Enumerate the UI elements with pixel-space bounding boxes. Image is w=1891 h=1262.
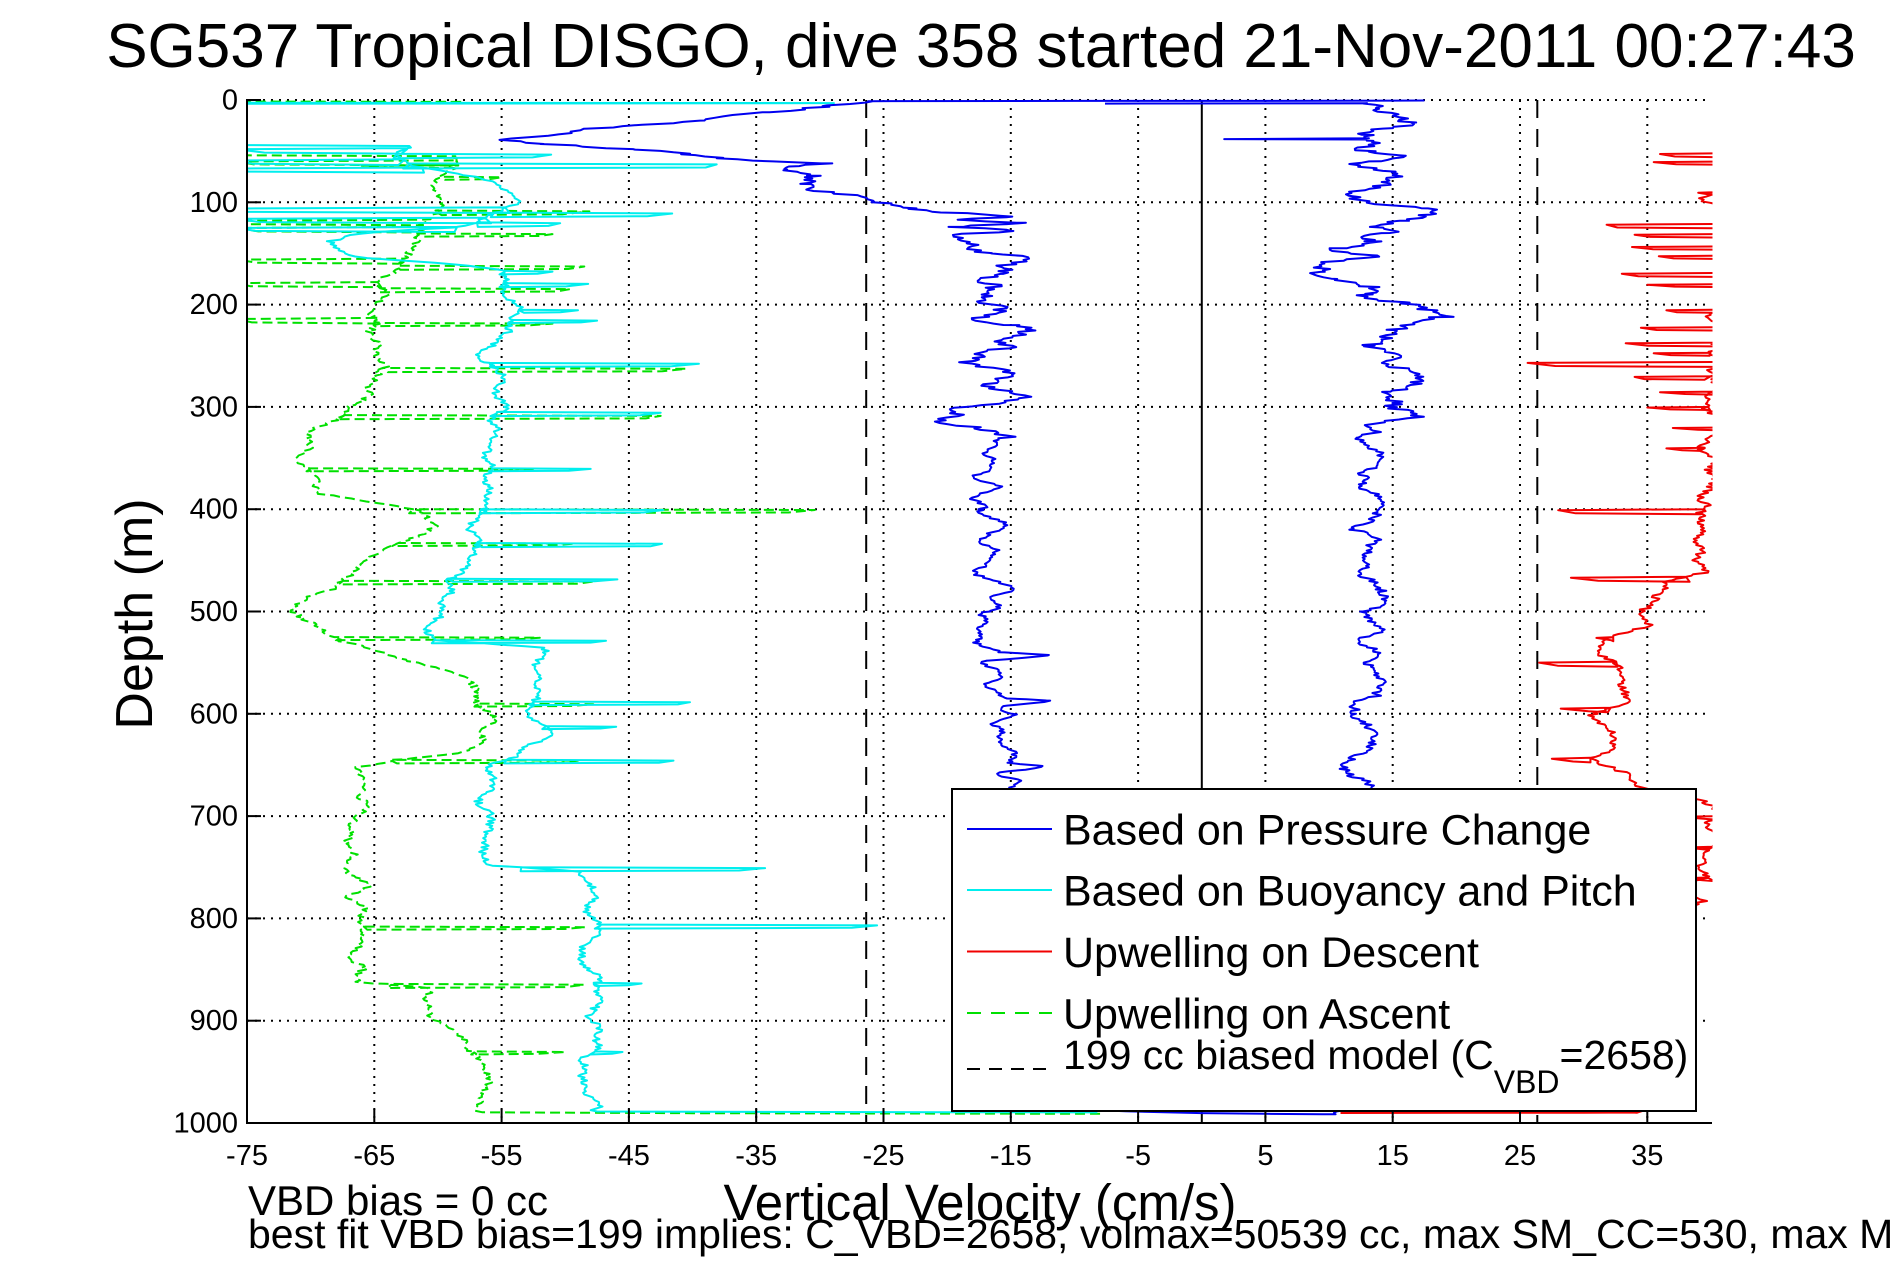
svg-text:100: 100 [190, 187, 238, 219]
svg-text:600: 600 [190, 698, 238, 730]
svg-text:Upwelling on Descent: Upwelling on Descent [1063, 929, 1479, 977]
svg-text:200: 200 [190, 289, 238, 321]
svg-text:300: 300 [190, 391, 238, 423]
svg-text:VBD bias = 0 cc: VBD bias = 0 cc [248, 1177, 548, 1224]
svg-text:SG537 Tropical DISGO, dive 358: SG537 Tropical DISGO, dive 358 started 2… [106, 12, 1856, 81]
svg-text:-35: -35 [735, 1140, 777, 1172]
svg-text:5: 5 [1257, 1140, 1273, 1172]
svg-text:best fit VBD bias=199 implies:: best fit VBD bias=199 implies: C_VBD=265… [248, 1211, 1891, 1257]
svg-text:Vertical Velocity (cm/s): Vertical Velocity (cm/s) [724, 1174, 1237, 1231]
svg-text:-55: -55 [481, 1140, 523, 1172]
svg-text:25: 25 [1504, 1140, 1536, 1172]
svg-text:35: 35 [1631, 1140, 1663, 1172]
svg-text:Upwelling on Ascent: Upwelling on Ascent [1063, 991, 1450, 1039]
svg-text:900: 900 [190, 1005, 238, 1037]
svg-text:-5: -5 [1125, 1140, 1151, 1172]
svg-text:-25: -25 [863, 1140, 905, 1172]
svg-text:Based on Buoyancy and Pitch: Based on Buoyancy and Pitch [1063, 868, 1637, 916]
svg-text:Depth (m): Depth (m) [106, 498, 164, 729]
svg-text:-45: -45 [608, 1140, 650, 1172]
svg-text:0: 0 [222, 85, 238, 117]
svg-text:700: 700 [190, 801, 238, 833]
svg-text:15: 15 [1377, 1140, 1409, 1172]
svg-text:800: 800 [190, 903, 238, 935]
svg-text:-75: -75 [226, 1140, 268, 1172]
svg-text:-15: -15 [990, 1140, 1032, 1172]
svg-text:-65: -65 [353, 1140, 395, 1172]
svg-text:400: 400 [190, 494, 238, 526]
svg-text:Based on Pressure Change: Based on Pressure Change [1063, 807, 1591, 855]
svg-text:1000: 1000 [173, 1108, 238, 1140]
svg-text:500: 500 [190, 596, 238, 628]
